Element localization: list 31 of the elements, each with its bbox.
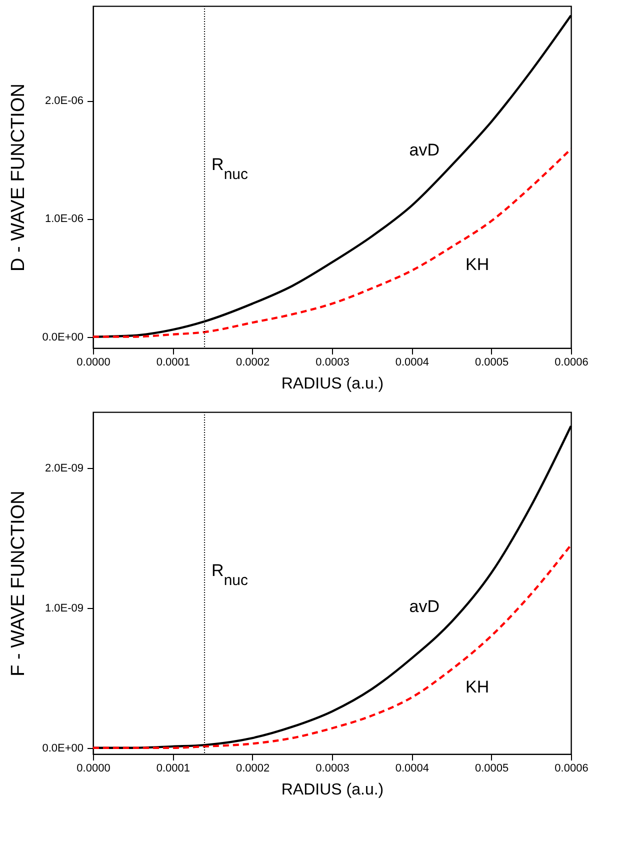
y-tick-label: 2.0E-09	[44, 462, 84, 474]
y-tick-label: 0.0E+00	[42, 331, 84, 344]
x-axis-title: RADIUS (a.u.)	[281, 376, 384, 392]
series-label: KH	[466, 254, 490, 274]
y-tick-label: 0.0E+00	[42, 742, 84, 754]
x-tick-label: 0.0001	[156, 762, 190, 774]
x-tick-label: 0.0002	[236, 356, 270, 368]
x-tick-label: 0.0001	[156, 356, 190, 368]
x-tick-label: 0.0003	[316, 356, 350, 368]
y-axis-title: D - WAVE FUNCTION	[8, 84, 30, 272]
y-axis-title: F - WAVE FUNCTION	[8, 490, 30, 676]
x-tick-label: 0.0005	[475, 356, 509, 368]
series-label: avD	[409, 140, 440, 160]
x-tick-label: 0.0004	[395, 356, 429, 368]
x-tick-label: 0.0006	[554, 762, 588, 774]
ref-line-label: R$_{nuc}$	[212, 155, 248, 183]
y-tick-label: 1.0E-09	[44, 602, 84, 614]
x-tick-label: 0.0000	[76, 356, 110, 368]
line-series	[92, 544, 572, 749]
x-tick-label: 0.0004	[395, 762, 429, 774]
x-tick-label: 0.0003	[316, 762, 350, 774]
series-label: KH	[466, 677, 490, 696]
series-label: avD	[409, 596, 440, 616]
x-tick-label: 0.0006	[554, 356, 588, 368]
x-tick-label: 0.0002	[236, 762, 270, 774]
x-tick-label: 0.0005	[475, 762, 509, 774]
x-tick-label: 0.0000	[76, 762, 110, 774]
y-tick-label: 2.0E-06	[44, 95, 84, 108]
ref-line-label: R$_{nuc}$	[212, 561, 248, 589]
x-axis-title: RADIUS (a.u.)	[281, 782, 384, 798]
y-tick-label: 1.0E-06	[44, 213, 84, 226]
